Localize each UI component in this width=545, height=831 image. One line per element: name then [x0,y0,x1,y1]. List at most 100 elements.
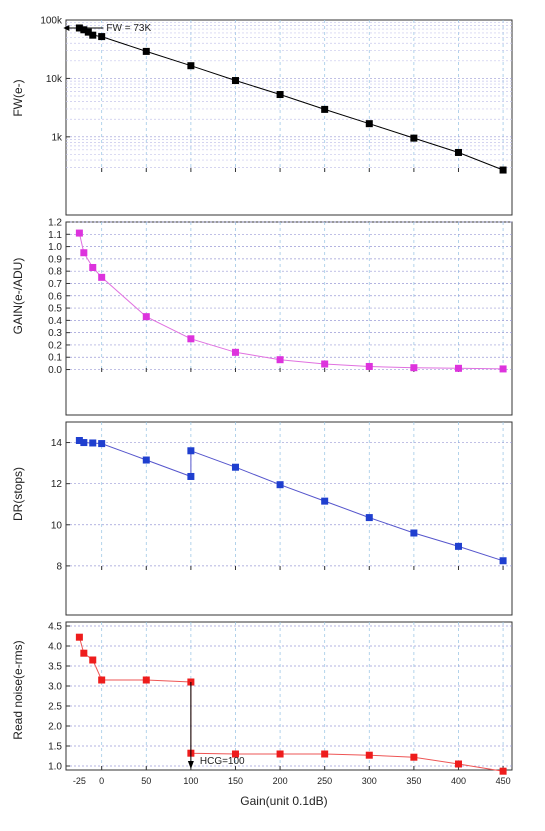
data-point [89,263,97,271]
y-tick-label: 0.0 [48,365,62,376]
fw-annotation: FW = 73K [106,23,151,34]
y-tick-label: 1.2 [48,218,62,229]
data-point [276,356,284,364]
data-point [187,335,195,343]
x-tick-label: 200 [273,776,288,786]
data-point [276,750,284,758]
data-point [98,440,106,448]
data-point [410,529,418,537]
y-tick-label: 0.2 [48,340,62,351]
y-tick-label: 8 [56,561,62,572]
annotation-arrowhead [63,24,70,31]
hcg-arrowhead [187,761,194,769]
data-point [80,249,88,257]
y-tick-label: 100k [40,16,63,27]
data-point [454,760,462,768]
data-point [89,656,97,664]
data-point [187,472,195,480]
x-axis-label: Gain(unit 0.1dB) [240,794,327,808]
data-point [98,676,106,684]
x-tick-label: 350 [406,776,421,786]
x-tick-label: 250 [317,776,332,786]
data-point [89,439,97,447]
data-point [321,360,329,368]
panel-frame-2 [65,221,513,416]
y-tick-label: 12 [51,479,63,490]
y-tick-label: 3.0 [48,682,62,693]
y-tick-label: 10k [46,74,63,85]
data-point [142,456,150,464]
data-point [499,767,507,775]
y-tick-label: 0.1 [48,353,62,364]
data-point [187,447,195,455]
data-point [89,31,97,39]
y-tick-label: 4.5 [48,622,62,633]
data-point [80,26,88,34]
y-tick-label: 1.1 [48,230,62,241]
x-tick-label: 50 [141,776,151,786]
data-point [80,649,88,657]
data-point [499,166,507,174]
y-tick-label: 1.0 [48,762,62,773]
y-tick-label: 2.0 [48,722,62,733]
data-point [365,514,373,522]
data-point [142,313,150,321]
x-tick-label: 450 [496,776,511,786]
data-point [321,105,329,113]
data-point [231,77,239,85]
y-tick-label: 0.6 [48,291,62,302]
data-point [365,362,373,370]
data-point [75,437,83,444]
data-point [499,365,507,373]
data-point [454,148,462,156]
data-point [142,676,150,684]
data-point [410,753,418,761]
data-point [410,134,418,142]
y-axis-label-2: GAIN(e-/ADU) [11,258,25,335]
y-tick-label: 0.8 [48,267,62,278]
y-tick-label: 14 [51,438,63,449]
x-tick-label: -25 [73,776,86,786]
y-tick-label: 1.5 [48,742,62,753]
data-point [321,750,329,758]
data-point [499,557,507,565]
hcg-annotation: HCG=100 [200,756,245,767]
data-point [276,481,284,489]
y-tick-label: 3.5 [48,662,62,673]
panel-frame-3 [65,421,513,616]
y-axis-label-3: DR(stops) [11,467,25,521]
y-tick-label: 2.5 [48,702,62,713]
y-tick-label: 0.7 [48,279,62,290]
data-point [276,91,284,99]
y-axis-label-1: FW(e-) [11,79,25,116]
y-tick-label: 4.0 [48,642,62,653]
data-point [187,62,195,70]
data-point [98,273,106,281]
panel-frame-1 [65,19,513,216]
data-point [410,364,418,372]
data-point [75,229,83,237]
x-tick-label: 400 [451,776,466,786]
data-point [75,633,83,641]
y-tick-label: 0.4 [48,316,62,327]
y-tick-label: 1.0 [48,242,62,253]
panel-frame-4 [65,621,513,771]
data-point [80,439,88,447]
data-point [365,120,373,128]
x-tick-label: 100 [183,776,198,786]
y-tick-label: 0.5 [48,304,62,315]
y-axis-label-4: Read noise(e-rms) [11,640,25,739]
data-point [231,463,239,471]
data-point [365,751,373,759]
data-point [231,348,239,356]
y-tick-label: 10 [51,520,63,531]
x-tick-label: 150 [228,776,243,786]
y-tick-label: 0.9 [48,254,62,265]
x-tick-label: 0 [99,776,104,786]
x-tick-label: 300 [362,776,377,786]
y-tick-label: 0.3 [48,328,62,339]
y-tick-label: 1k [51,132,63,143]
data-point [231,750,239,758]
